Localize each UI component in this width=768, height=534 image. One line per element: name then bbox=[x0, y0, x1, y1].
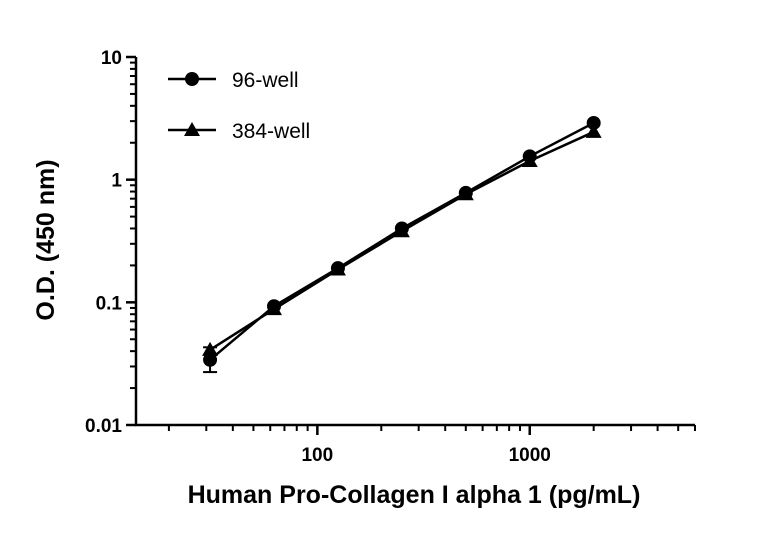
data-point bbox=[265, 301, 282, 316]
x-axis-ticks: 100 1000 bbox=[167, 425, 696, 466]
y-axis-title: O.D. (450 nm) bbox=[32, 159, 60, 320]
data-point bbox=[393, 223, 410, 238]
legend-item-96-well bbox=[168, 72, 216, 86]
x-tick-label: 100 bbox=[301, 445, 333, 466]
data-point bbox=[585, 123, 602, 138]
legend: 96-well 384-well bbox=[168, 69, 310, 143]
data-point bbox=[521, 152, 538, 167]
x-axis-title: Human Pro-Collagen I alpha 1 (pg/mL) bbox=[188, 481, 641, 509]
data-point bbox=[586, 115, 601, 130]
x-tick-label: 1000 bbox=[509, 445, 551, 466]
y-tick-label: 0.01 bbox=[85, 416, 122, 437]
legend-marker bbox=[184, 122, 200, 136]
axes bbox=[134, 57, 695, 427]
y-tick-label: 10 bbox=[101, 48, 122, 69]
legend-label-384-well: 384-well bbox=[232, 120, 310, 143]
y-tick-label: 1 bbox=[111, 171, 122, 192]
series-layer bbox=[202, 115, 602, 374]
series-96-well bbox=[203, 115, 601, 374]
data-point bbox=[457, 186, 474, 201]
data-point bbox=[203, 352, 218, 367]
legend-marker bbox=[185, 72, 199, 86]
data-point bbox=[329, 261, 346, 276]
data-point bbox=[202, 341, 219, 356]
y-axis-ticks: 0.01 0.1 1 10 bbox=[85, 48, 136, 437]
legend-item-384-well bbox=[168, 122, 216, 136]
legend-label-96-well: 96-well bbox=[232, 69, 299, 92]
series-384-well bbox=[202, 123, 602, 356]
y-tick-label: 0.1 bbox=[96, 293, 123, 314]
